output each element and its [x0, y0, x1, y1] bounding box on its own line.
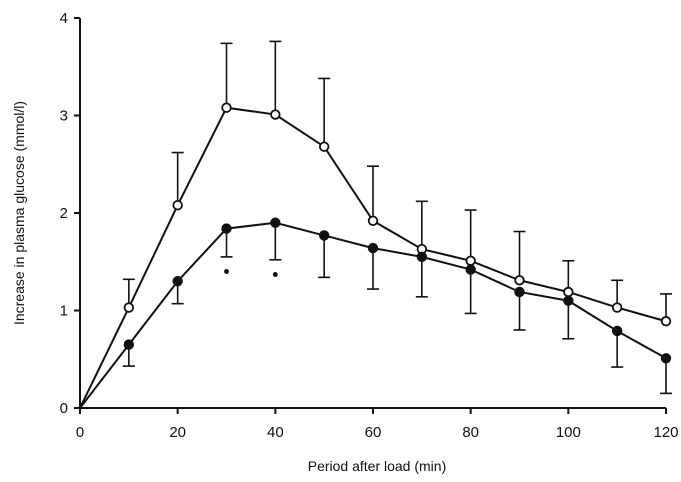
x-axis-label: Period after load (min) — [308, 458, 447, 474]
x-tick-label: 0 — [76, 424, 84, 441]
open-circle-point — [563, 286, 574, 298]
significance-marker: • — [223, 262, 229, 282]
filled-circle-point — [660, 353, 672, 364]
filled-circle-point — [563, 295, 574, 306]
y-axis-label: Increase in plasma glucose (mmol/l) — [11, 101, 27, 325]
filled-circle-point — [465, 264, 476, 275]
open-circle-point — [123, 302, 135, 313]
y-tick-label: 0 — [60, 400, 68, 417]
filled-circle-point — [172, 276, 183, 287]
x-tick-label: 60 — [365, 424, 382, 441]
open-circle-point — [611, 302, 623, 313]
x-tick-label: 40 — [267, 424, 284, 441]
x-tick-label: 80 — [462, 424, 479, 441]
filled-circle-point — [611, 325, 623, 337]
filled-circle-point — [123, 339, 135, 350]
filled-circle-point — [270, 217, 281, 228]
open-circle-point — [221, 102, 232, 113]
open-circle-point — [660, 316, 672, 327]
x-tick-label: 100 — [556, 424, 581, 441]
x-tick-label: 20 — [169, 424, 186, 441]
significance-marker: • — [272, 264, 278, 284]
open-circle-point — [367, 215, 379, 227]
filled-circle-point — [318, 230, 330, 241]
open-circle-point — [270, 109, 281, 120]
error-bars — [122, 40, 672, 395]
y-tick-label: 1 — [60, 303, 68, 320]
y-tick-label: 3 — [60, 108, 68, 125]
y-tick-label: 2 — [60, 205, 68, 222]
annotations: • • — [223, 262, 278, 285]
y-tick-label: 4 — [60, 10, 68, 27]
filled-circle-point — [221, 223, 232, 234]
filled-circle-point — [416, 251, 428, 263]
filled-circle-point — [514, 286, 525, 298]
series-markers — [123, 102, 672, 364]
filled-circle-point — [367, 242, 379, 254]
open-circle-point — [318, 141, 330, 152]
open-circle-point — [172, 199, 183, 211]
open-circle-point — [514, 275, 525, 286]
open-circle-point — [465, 255, 476, 266]
x-tick-label: 120 — [653, 424, 678, 441]
